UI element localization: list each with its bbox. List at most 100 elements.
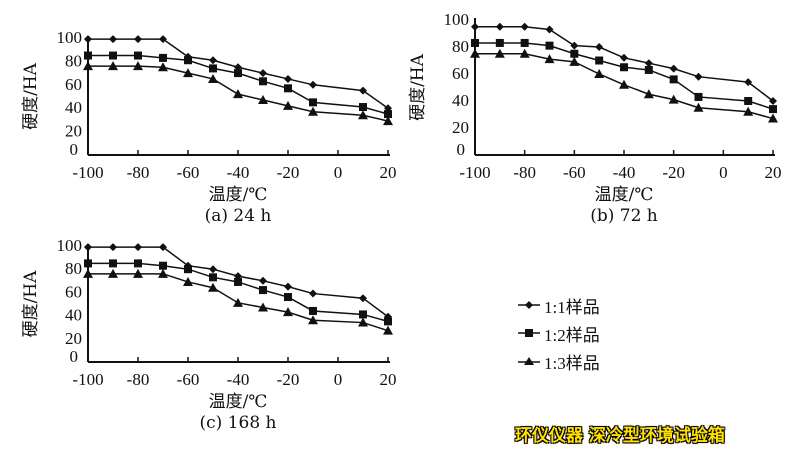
square-marker-icon: [518, 329, 540, 337]
data-point-diamond: [620, 53, 628, 62]
data-point-diamond: [309, 289, 317, 298]
data-point-diamond: [284, 282, 292, 291]
data-point-square: [694, 92, 703, 101]
data-point-diamond: [495, 22, 504, 31]
data-point-square: [495, 38, 504, 47]
triangle-marker-icon: [518, 357, 540, 365]
data-point-square: [234, 69, 242, 78]
series-line-1: [475, 26, 774, 102]
y-tick-label: 80: [65, 259, 82, 278]
x-tick-label: 20: [380, 370, 397, 389]
data-point-triangle: [668, 94, 679, 104]
data-point-diamond: [209, 56, 217, 65]
series-line-3: [88, 273, 389, 332]
data-point-square: [644, 65, 653, 74]
x-axis-label: 温度/℃: [595, 185, 654, 205]
data-point-diamond: [644, 59, 653, 68]
data-point-square: [259, 286, 267, 295]
data-point-triangle: [233, 89, 243, 99]
data-point-square: [669, 75, 678, 84]
data-point-triangle: [470, 48, 480, 58]
series-line-1: [88, 38, 389, 109]
y-tick-label: 80: [452, 37, 469, 56]
data-point-triangle: [619, 79, 629, 89]
y-tick-label: 100: [57, 236, 83, 255]
data-point-diamond: [109, 243, 117, 252]
y-tick-label: 20: [65, 329, 82, 348]
x-tick-label: 0: [334, 370, 343, 389]
data-point-triangle: [183, 68, 193, 78]
data-point-square: [359, 103, 367, 112]
data-point-triangle: [208, 282, 218, 292]
data-point-square: [184, 265, 192, 274]
data-point-diamond: [769, 97, 777, 105]
data-point-square: [209, 273, 217, 282]
x-tick-label: -100: [72, 163, 103, 182]
data-point-triangle: [108, 268, 118, 278]
data-point-diamond: [694, 72, 703, 81]
series-line-2: [88, 262, 389, 323]
data-point-diamond: [744, 78, 753, 87]
chart-caption: (c) 168 h: [200, 413, 277, 433]
data-point-triangle: [383, 325, 393, 335]
data-point-square: [259, 77, 267, 86]
y-tick-label: 60: [452, 64, 469, 83]
data-point-diamond: [259, 276, 267, 285]
data-point-triangle: [108, 61, 118, 71]
data-point-triangle: [358, 110, 368, 120]
data-point-triangle: [519, 48, 530, 58]
data-point-diamond: [209, 265, 217, 274]
y-tick-label: 100: [444, 10, 470, 29]
data-point-square: [471, 38, 479, 47]
x-tick-label: -40: [613, 163, 636, 182]
data-point-square: [284, 293, 292, 302]
data-point-square: [159, 261, 167, 270]
y-axis-label: 硬度/HA: [21, 270, 41, 338]
data-point-diamond: [159, 35, 167, 44]
data-point-square: [359, 310, 367, 319]
data-point-triangle: [258, 95, 268, 105]
data-point-square: [134, 259, 142, 268]
data-point-square: [570, 49, 579, 58]
data-point-square: [109, 259, 117, 268]
data-point-triangle: [594, 69, 605, 78]
data-point-square: [595, 56, 604, 65]
data-point-square: [520, 38, 529, 47]
y-tick-label: 0: [457, 140, 466, 159]
data-point-square: [384, 110, 392, 119]
x-tick-label: -60: [563, 163, 586, 182]
chart-caption: (a) 24 h: [205, 206, 272, 226]
data-point-square: [769, 105, 777, 114]
data-point-diamond: [84, 35, 92, 44]
y-tick-label: 100: [57, 28, 83, 47]
data-point-triangle: [233, 297, 243, 307]
data-point-triangle: [158, 62, 168, 72]
y-tick-label: 0: [70, 140, 79, 159]
data-point-triangle: [308, 315, 318, 325]
legend-label: 1:1样品: [544, 297, 600, 317]
data-point-triangle: [693, 102, 704, 112]
y-tick-label: 20: [452, 118, 469, 137]
x-axis-label: 温度/℃: [209, 392, 268, 412]
data-point-square: [309, 306, 317, 315]
x-tick-label: -40: [227, 370, 250, 389]
data-point-triangle: [643, 89, 654, 99]
watermark: 环仪仪器 深冷型环境试验箱: [515, 426, 725, 446]
data-point-diamond: [159, 243, 167, 252]
data-point-diamond: [84, 243, 92, 252]
y-tick-label: 80: [65, 51, 82, 70]
data-point-diamond: [545, 25, 554, 34]
x-tick-label: 0: [719, 163, 728, 182]
data-point-diamond: [259, 69, 267, 78]
data-point-triangle: [768, 113, 778, 123]
x-tick-label: -80: [127, 370, 150, 389]
x-tick-label: -20: [277, 163, 300, 182]
y-axis-label: 硬度/HA: [408, 53, 428, 121]
data-point-triangle: [83, 61, 93, 71]
data-point-square: [84, 259, 92, 268]
legend-item-1-2: 1:2样品: [518, 319, 600, 347]
x-tick-label: -80: [127, 163, 150, 182]
x-tick-label: 0: [334, 163, 343, 182]
x-tick-label: -20: [277, 370, 300, 389]
